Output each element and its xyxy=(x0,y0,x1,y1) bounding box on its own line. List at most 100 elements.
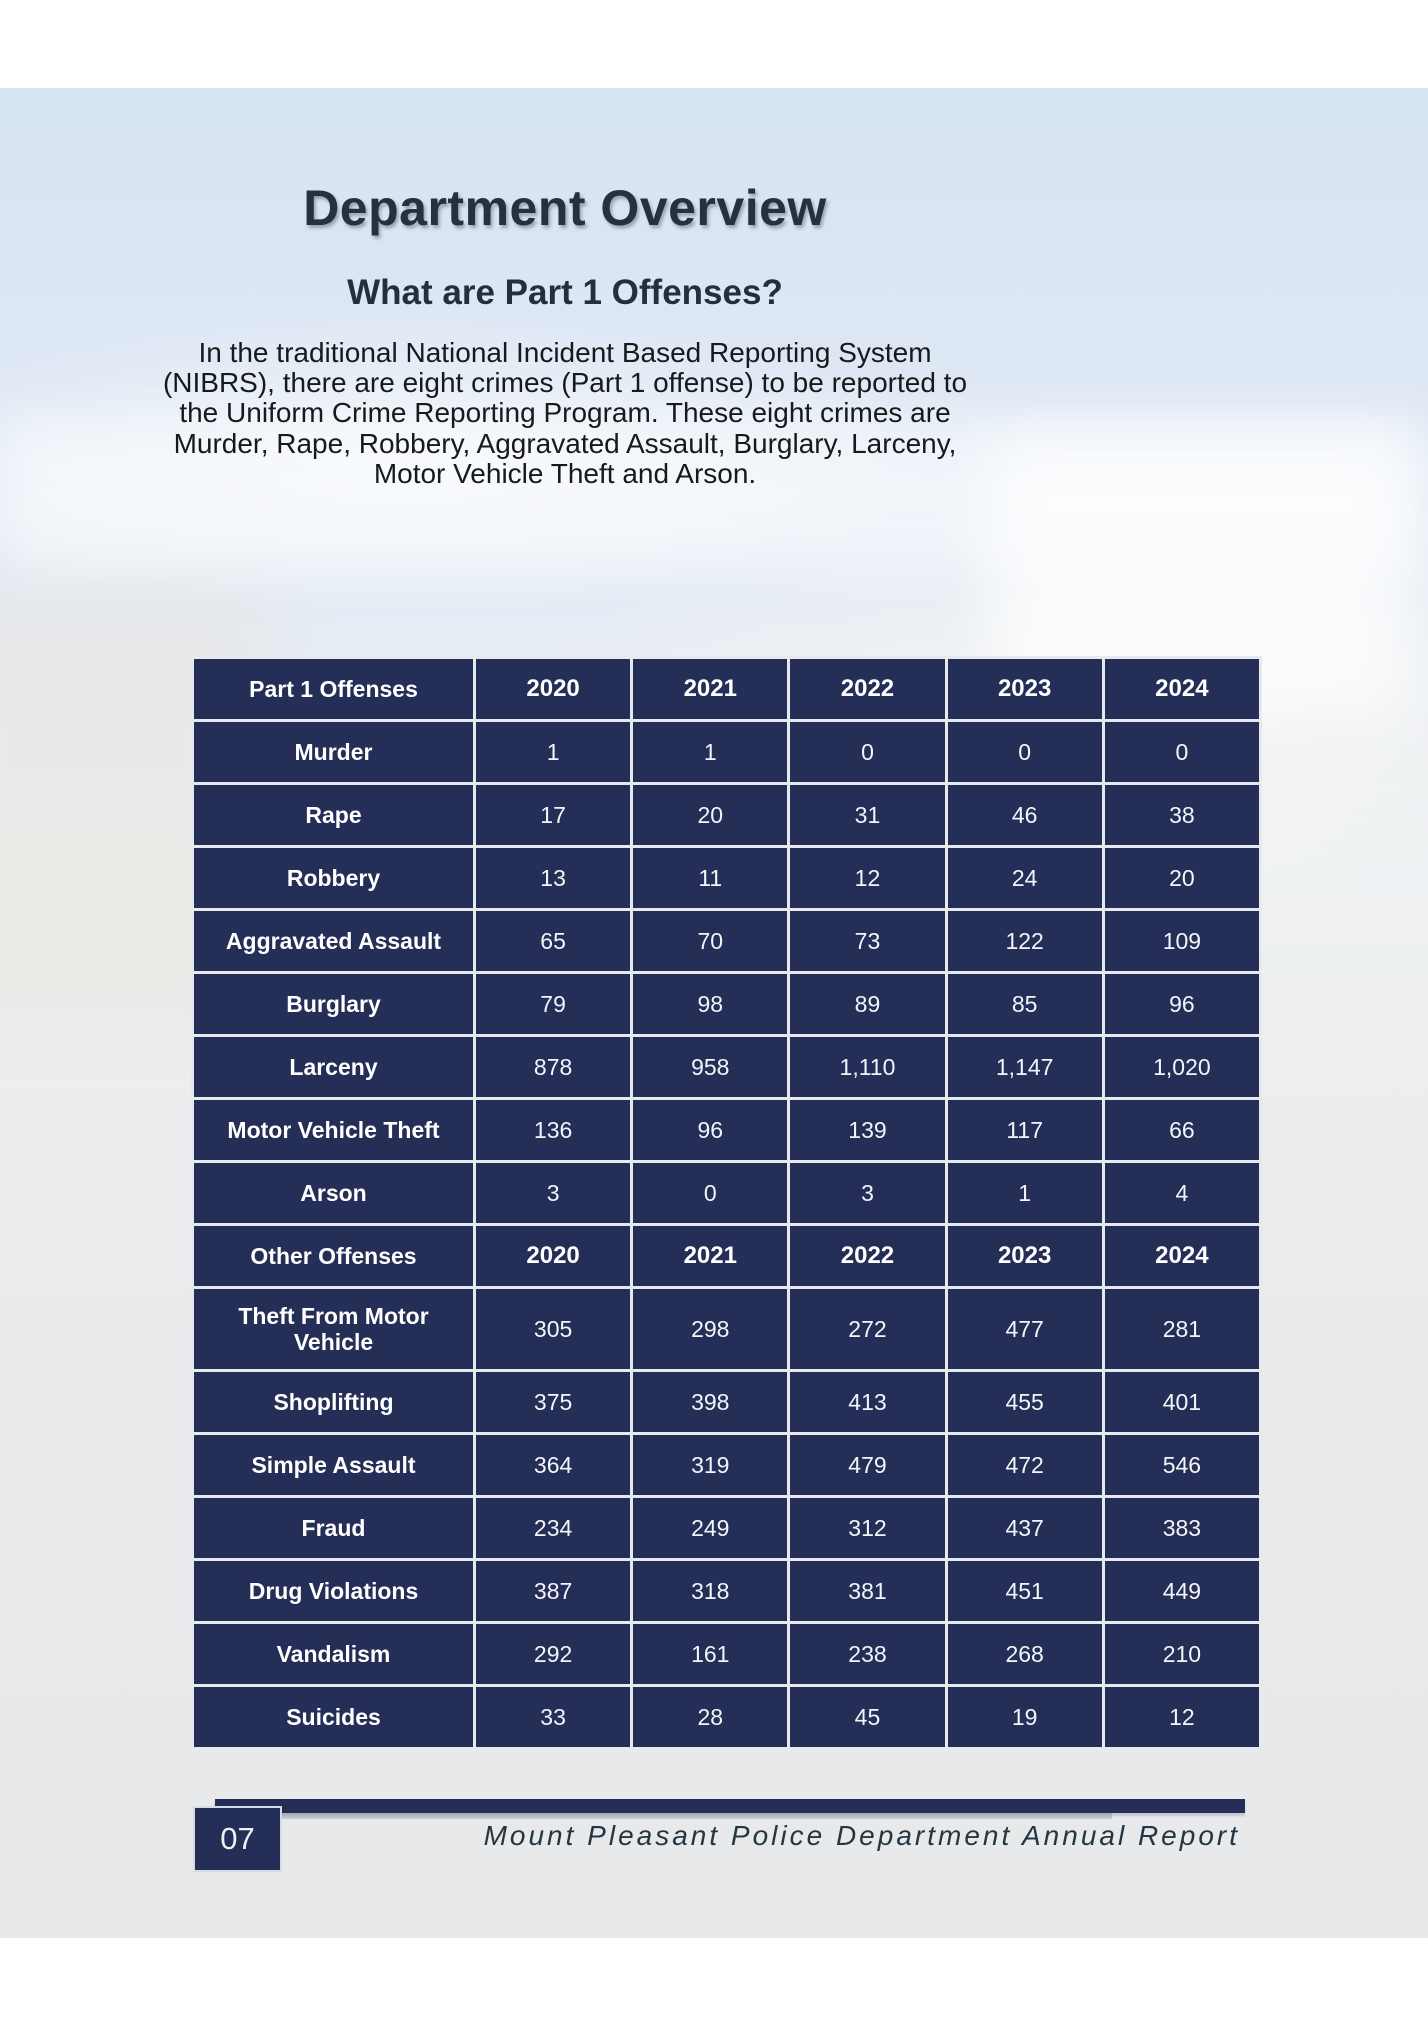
offense-label-cell: Motor Vehicle Theft xyxy=(191,1097,476,1163)
value-cell: 117 xyxy=(944,1097,1105,1163)
year-header-cell: 2024 xyxy=(1101,656,1263,722)
offense-label-cell: Robbery xyxy=(191,845,476,911)
value-cell: 298 xyxy=(630,1286,791,1372)
offense-label-cell: Burglary xyxy=(191,971,476,1037)
value-cell: 401 xyxy=(1101,1369,1263,1435)
table-row: Fraud 234 249 312 437 383 xyxy=(191,1495,1263,1561)
value-cell: 1 xyxy=(472,719,634,785)
value-cell: 0 xyxy=(630,1160,791,1226)
value-cell: 3 xyxy=(472,1160,634,1226)
value-cell: 319 xyxy=(630,1432,791,1498)
value-cell: 455 xyxy=(944,1369,1105,1435)
value-cell: 0 xyxy=(944,719,1105,785)
value-cell: 31 xyxy=(787,782,948,848)
offense-label-cell: Larceny xyxy=(191,1034,476,1100)
value-cell: 281 xyxy=(1101,1286,1263,1372)
value-cell: 413 xyxy=(787,1369,948,1435)
value-cell: 136 xyxy=(472,1097,634,1163)
value-cell: 364 xyxy=(472,1432,634,1498)
table-row: Vandalism 292 161 238 268 210 xyxy=(191,1621,1263,1687)
value-cell: 381 xyxy=(787,1558,948,1624)
value-cell: 398 xyxy=(630,1369,791,1435)
value-cell: 472 xyxy=(944,1432,1105,1498)
value-cell: 33 xyxy=(472,1684,634,1750)
value-cell: 11 xyxy=(630,845,791,911)
value-cell: 38 xyxy=(1101,782,1263,848)
value-cell: 89 xyxy=(787,971,948,1037)
offense-label-cell: Rape xyxy=(191,782,476,848)
value-cell: 1 xyxy=(944,1160,1105,1226)
offense-label-cell: Drug Violations xyxy=(191,1558,476,1624)
value-cell: 234 xyxy=(472,1495,634,1561)
offense-label-cell: Aggravated Assault xyxy=(191,908,476,974)
value-cell: 85 xyxy=(944,971,1105,1037)
footer-bar-shadow xyxy=(232,1812,1112,1819)
value-cell: 17 xyxy=(472,782,634,848)
table-row: Simple Assault 364 319 479 472 546 xyxy=(191,1432,1263,1498)
offense-label-cell: Shoplifting xyxy=(191,1369,476,1435)
value-cell: 45 xyxy=(787,1684,948,1750)
value-cell: 73 xyxy=(787,908,948,974)
value-cell: 1 xyxy=(630,719,791,785)
table-row: Robbery 13 11 12 24 20 xyxy=(191,845,1263,911)
table-row: Aggravated Assault 65 70 73 122 109 xyxy=(191,908,1263,974)
value-cell: 66 xyxy=(1101,1097,1263,1163)
section-header-cell: Part 1 Offenses xyxy=(191,656,476,722)
report-title: Mount Pleasant Police Department Annual … xyxy=(483,1820,1240,1851)
value-cell: 210 xyxy=(1101,1621,1263,1687)
value-cell: 3 xyxy=(787,1160,948,1226)
value-cell: 383 xyxy=(1101,1495,1263,1561)
value-cell: 96 xyxy=(630,1097,791,1163)
value-cell: 0 xyxy=(1101,719,1263,785)
value-cell: 305 xyxy=(472,1286,634,1372)
value-cell: 477 xyxy=(944,1286,1105,1372)
value-cell: 1,110 xyxy=(787,1034,948,1100)
table-row: Larceny 878 958 1,110 1,147 1,020 xyxy=(191,1034,1263,1100)
year-header-cell: 2020 xyxy=(472,656,634,722)
year-header-cell: 2021 xyxy=(630,656,791,722)
table-row: Drug Violations 387 318 381 451 449 xyxy=(191,1558,1263,1624)
value-cell: 139 xyxy=(787,1097,948,1163)
value-cell: 318 xyxy=(630,1558,791,1624)
table-row: Motor Vehicle Theft 136 96 139 117 66 xyxy=(191,1097,1263,1163)
value-cell: 12 xyxy=(787,845,948,911)
value-cell: 268 xyxy=(944,1621,1105,1687)
intro-paragraph: In the traditional National Incident Bas… xyxy=(162,337,968,489)
value-cell: 79 xyxy=(472,971,634,1037)
year-header-cell: 2023 xyxy=(944,1223,1105,1289)
table-section-header-row: Other Offenses 2020 2021 2022 2023 2024 xyxy=(191,1223,1263,1289)
value-cell: 546 xyxy=(1101,1432,1263,1498)
value-cell: 479 xyxy=(787,1432,948,1498)
value-cell: 272 xyxy=(787,1286,948,1372)
offense-label-cell: Fraud xyxy=(191,1495,476,1561)
value-cell: 249 xyxy=(630,1495,791,1561)
value-cell: 28 xyxy=(630,1684,791,1750)
value-cell: 20 xyxy=(1101,845,1263,911)
year-header-cell: 2020 xyxy=(472,1223,634,1289)
table-section-header-row: Part 1 Offenses 2020 2021 2022 2023 2024 xyxy=(191,656,1263,722)
table-row: Rape 17 20 31 46 38 xyxy=(191,782,1263,848)
value-cell: 449 xyxy=(1101,1558,1263,1624)
value-cell: 20 xyxy=(630,782,791,848)
value-cell: 238 xyxy=(787,1621,948,1687)
page-title: Department Overview xyxy=(303,180,827,236)
value-cell: 46 xyxy=(944,782,1105,848)
header-block: Department Overview What are Part 1 Offe… xyxy=(140,178,990,489)
year-header-cell: 2023 xyxy=(944,656,1105,722)
offense-label-cell: Murder xyxy=(191,719,476,785)
value-cell: 437 xyxy=(944,1495,1105,1561)
offense-label-cell: Simple Assault xyxy=(191,1432,476,1498)
offense-label-cell: Suicides xyxy=(191,1684,476,1750)
value-cell: 958 xyxy=(630,1034,791,1100)
value-cell: 1,020 xyxy=(1101,1034,1263,1100)
table-row: Burglary 79 98 89 85 96 xyxy=(191,971,1263,1037)
value-cell: 70 xyxy=(630,908,791,974)
value-cell: 13 xyxy=(472,845,634,911)
table-row: Suicides 33 28 45 19 12 xyxy=(191,1684,1263,1750)
value-cell: 312 xyxy=(787,1495,948,1561)
value-cell: 19 xyxy=(944,1684,1105,1750)
page-number: 07 xyxy=(220,1821,255,1856)
footer-accent-bar xyxy=(215,1799,1245,1813)
value-cell: 0 xyxy=(787,719,948,785)
